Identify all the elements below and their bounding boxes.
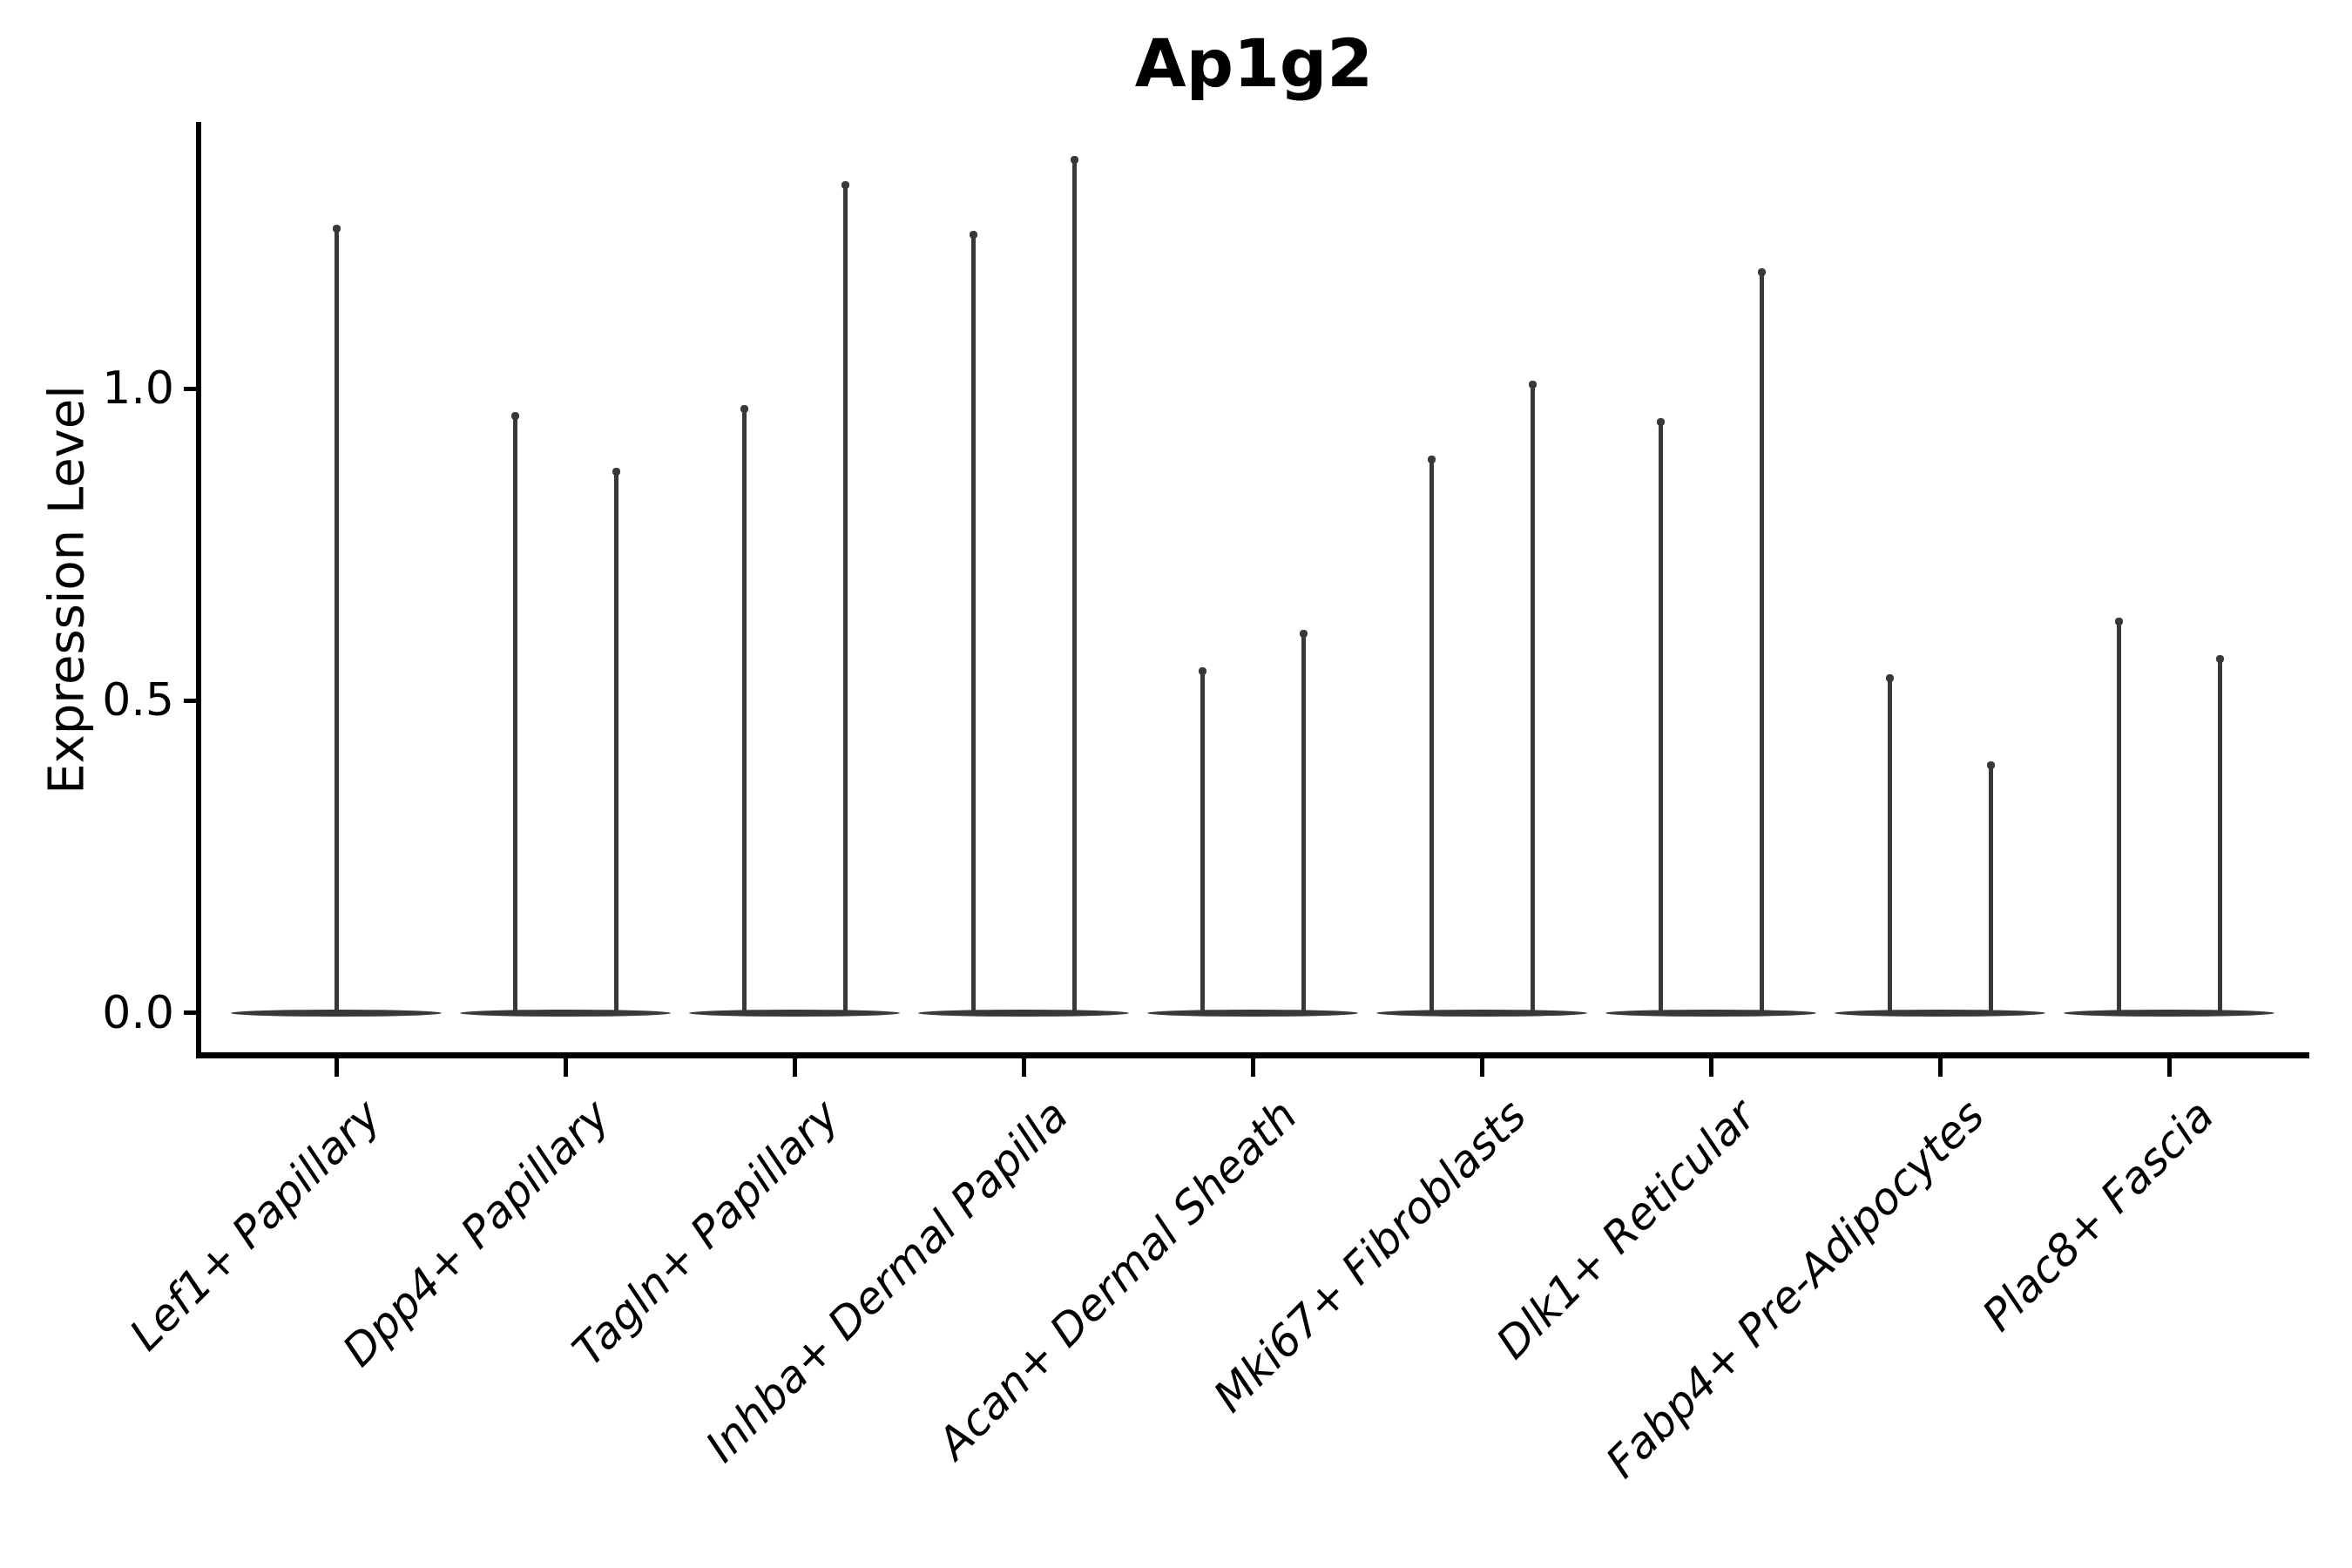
violin-base: [2064, 1009, 2274, 1017]
y-axis-spine: [196, 122, 201, 1058]
violin-spike-tip: [1885, 673, 1894, 682]
violin-spike: [842, 182, 848, 1013]
violin-spike: [334, 226, 339, 1013]
y-tick-mark: [184, 698, 199, 703]
violin-spike: [2116, 619, 2121, 1013]
x-tick-label: Lef1+ Papillary: [120, 1090, 391, 1361]
x-tick-mark: [1250, 1055, 1255, 1077]
violin-spike-tip: [1528, 380, 1537, 389]
violin-base: [1835, 1009, 2045, 1017]
violin-spike-tip: [1299, 630, 1308, 639]
violin-base: [689, 1009, 900, 1017]
violin-spike-tip: [2215, 655, 2224, 664]
violin-spike-tip: [612, 468, 620, 476]
violin-spike: [1429, 456, 1434, 1013]
x-tick-mark: [792, 1055, 797, 1077]
violin-spike-tip: [969, 230, 977, 239]
x-tick-label: Fabp4+ Pre-Adipocytes: [1596, 1090, 1995, 1488]
violin-spike: [1988, 762, 1993, 1013]
violin-spike: [741, 407, 747, 1013]
violin-base: [231, 1009, 442, 1017]
violin-spike-tip: [1070, 155, 1078, 164]
violin-spike: [2217, 657, 2222, 1013]
violin-spike-tip: [510, 411, 519, 420]
violin-base: [1147, 1009, 1358, 1017]
x-tick-mark: [563, 1055, 568, 1077]
violin-spike: [970, 232, 976, 1013]
chart-title: Ap1g2: [1134, 24, 1374, 102]
y-tick-label: 0.5: [102, 674, 174, 727]
y-tick-mark: [184, 1010, 199, 1015]
violin-spike-tip: [740, 405, 748, 414]
violin-spike: [1530, 382, 1535, 1013]
y-tick-label: 1.0: [102, 362, 174, 415]
x-tick-mark: [1937, 1055, 1943, 1077]
violin-spike: [1071, 157, 1077, 1013]
violin-spike: [1658, 419, 1663, 1013]
y-tick-label: 0.0: [102, 986, 174, 1039]
violin-spike: [1301, 632, 1306, 1013]
violin-base: [1605, 1009, 1816, 1017]
x-tick-mark: [1021, 1055, 1026, 1077]
y-tick-mark: [184, 386, 199, 391]
y-axis-label: Expression Level: [38, 385, 96, 794]
violin-spike-tip: [1757, 267, 1766, 276]
violin-base: [918, 1009, 1129, 1017]
violin-base: [1376, 1009, 1587, 1017]
x-tick-mark: [1479, 1055, 1484, 1077]
violin-spike-tip: [1656, 417, 1665, 426]
violin-spike: [1887, 675, 1892, 1013]
x-tick-mark: [2166, 1055, 2172, 1077]
violin-spike-tip: [2114, 618, 2123, 626]
violin-base: [460, 1009, 671, 1017]
violin-spike-tip: [1427, 455, 1436, 463]
violin-spike-tip: [332, 224, 341, 233]
violin-spike: [512, 413, 517, 1013]
x-tick-mark: [334, 1055, 339, 1077]
x-tick-label: Plac8+ Fascia: [1972, 1090, 2224, 1342]
violin-spike: [1759, 269, 1764, 1013]
violin-spike-tip: [1198, 667, 1206, 676]
violin-spike: [1200, 669, 1205, 1013]
violin-spike-tip: [841, 180, 849, 189]
violin-spike-tip: [1986, 760, 1995, 769]
violin-spike: [613, 470, 618, 1013]
x-tick-mark: [1708, 1055, 1713, 1077]
